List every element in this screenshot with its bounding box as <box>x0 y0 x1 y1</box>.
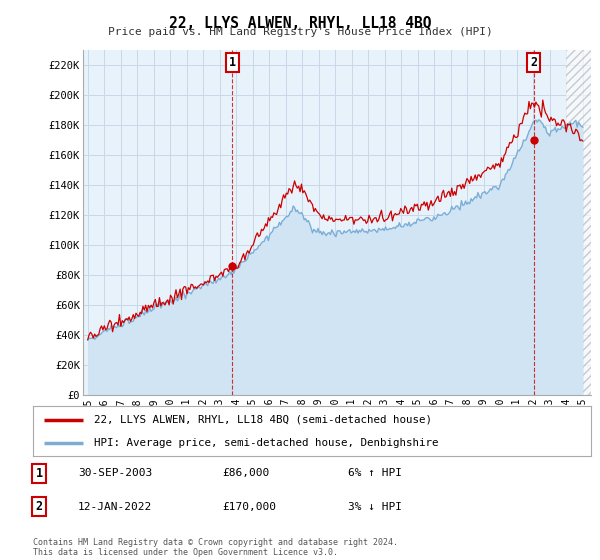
Text: HPI: Average price, semi-detached house, Denbighshire: HPI: Average price, semi-detached house,… <box>94 438 439 448</box>
Text: 22, LLYS ALWEN, RHYL, LL18 4BQ: 22, LLYS ALWEN, RHYL, LL18 4BQ <box>169 16 431 31</box>
Text: 2: 2 <box>35 500 43 514</box>
Text: 22, LLYS ALWEN, RHYL, LL18 4BQ (semi-detached house): 22, LLYS ALWEN, RHYL, LL18 4BQ (semi-det… <box>94 414 433 424</box>
Text: £86,000: £86,000 <box>222 468 269 478</box>
Text: 6% ↑ HPI: 6% ↑ HPI <box>348 468 402 478</box>
Text: 12-JAN-2022: 12-JAN-2022 <box>78 502 152 512</box>
Text: 1: 1 <box>35 466 43 480</box>
Text: Price paid vs. HM Land Registry's House Price Index (HPI): Price paid vs. HM Land Registry's House … <box>107 27 493 37</box>
Bar <box>566 35 591 395</box>
Text: 1: 1 <box>229 56 236 69</box>
Text: Contains HM Land Registry data © Crown copyright and database right 2024.
This d: Contains HM Land Registry data © Crown c… <box>33 538 398 557</box>
Text: 30-SEP-2003: 30-SEP-2003 <box>78 468 152 478</box>
Text: £170,000: £170,000 <box>222 502 276 512</box>
Text: 2: 2 <box>530 56 538 69</box>
Text: 3% ↓ HPI: 3% ↓ HPI <box>348 502 402 512</box>
